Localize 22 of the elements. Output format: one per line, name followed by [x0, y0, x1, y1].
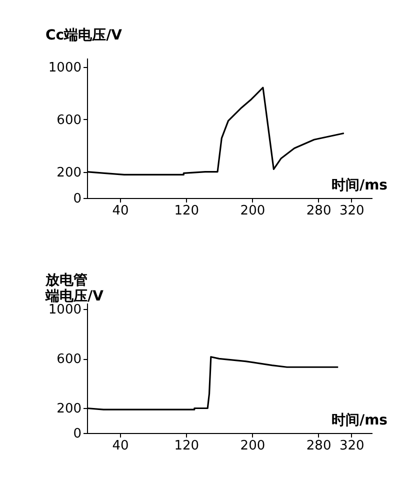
x-tick-label: 200	[240, 204, 266, 218]
x-tick-label: 120	[174, 204, 200, 218]
y-tick-label: 1000	[48, 60, 82, 76]
y-axis-title: 放电管端电压/V	[44, 272, 104, 304]
x-tick-label: 320	[339, 204, 364, 218]
y-tick-label: 200	[56, 402, 82, 417]
y-tick-label: 0	[73, 426, 82, 442]
x-tick-label: 280	[306, 204, 332, 218]
y-tick-label: 200	[56, 165, 82, 180]
x-axis-title: 时间/ms	[331, 412, 388, 428]
x-tick-label: 280	[306, 438, 332, 454]
y-tick-label: 1000	[48, 302, 82, 318]
y-axis-title: Cc端电压/V	[46, 28, 122, 44]
x-tick-label: 200	[240, 438, 266, 454]
x-tick-label: 40	[112, 204, 129, 218]
y-tick-label: 0	[73, 192, 82, 206]
y-tick-label: 600	[56, 112, 82, 128]
y-tick-label: 600	[56, 352, 82, 368]
x-tick-label: 120	[174, 438, 200, 454]
x-axis-title: 时间/ms	[331, 178, 388, 194]
x-tick-label: 320	[339, 438, 364, 454]
x-tick-label: 40	[112, 438, 129, 454]
